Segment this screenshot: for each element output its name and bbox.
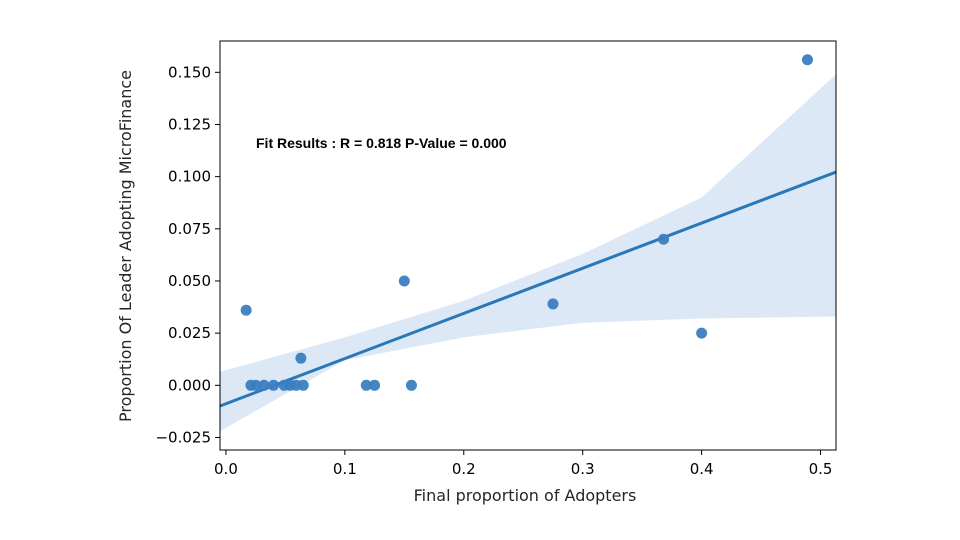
- y-tick-label: 0.100: [168, 168, 211, 186]
- data-point: [405, 379, 417, 391]
- data-point: [369, 379, 381, 391]
- confidence-band: [220, 74, 836, 432]
- axes-layer: 0.0 0.1 0.2 0.3 0.4 0.5 −0.025 0.000 0.025 0.050 0…: [155, 40, 837, 478]
- confidence-band-layer: [220, 74, 836, 432]
- y-tick-label: 0.125: [168, 115, 211, 133]
- fit-results-annotation: Fit Results : R = 0.818 P-Value = 0.000: [256, 135, 507, 151]
- data-point: [658, 233, 670, 245]
- regression-line: [219, 170, 837, 408]
- fit-line-layer: [219, 170, 837, 408]
- y-tick-label: 0.025: [168, 324, 211, 342]
- x-tick-label: 0.2: [452, 460, 476, 478]
- y-tick-label: 0.150: [168, 63, 211, 81]
- y-tick-label: 0.075: [168, 220, 211, 238]
- data-point: [268, 379, 280, 391]
- data-point: [258, 379, 270, 391]
- data-point: [295, 352, 307, 364]
- data-point: [801, 54, 813, 66]
- data-point: [240, 304, 252, 316]
- data-point: [398, 275, 410, 287]
- data-points-layer: [240, 54, 813, 391]
- data-point: [297, 379, 309, 391]
- y-tick-label: 0.000: [168, 376, 211, 394]
- data-point: [547, 298, 559, 310]
- data-point: [250, 379, 262, 391]
- x-tick-label: 0.1: [333, 460, 357, 478]
- y-axis-label: Proportion Of Leader Adopting MicroFinan…: [116, 70, 135, 422]
- x-tick-label: 0.3: [571, 460, 595, 478]
- plot-frame: [219, 40, 837, 451]
- x-tick-label: 0.5: [809, 460, 833, 478]
- x-tick-label: 0.0: [214, 460, 238, 478]
- y-tick-label: −0.025: [155, 428, 211, 446]
- y-tick-label: 0.050: [168, 272, 211, 290]
- data-point: [696, 327, 708, 339]
- x-axis-label: Final proportion of Adopters: [414, 486, 637, 505]
- x-tick-label: 0.4: [690, 460, 714, 478]
- data-point: [360, 379, 372, 391]
